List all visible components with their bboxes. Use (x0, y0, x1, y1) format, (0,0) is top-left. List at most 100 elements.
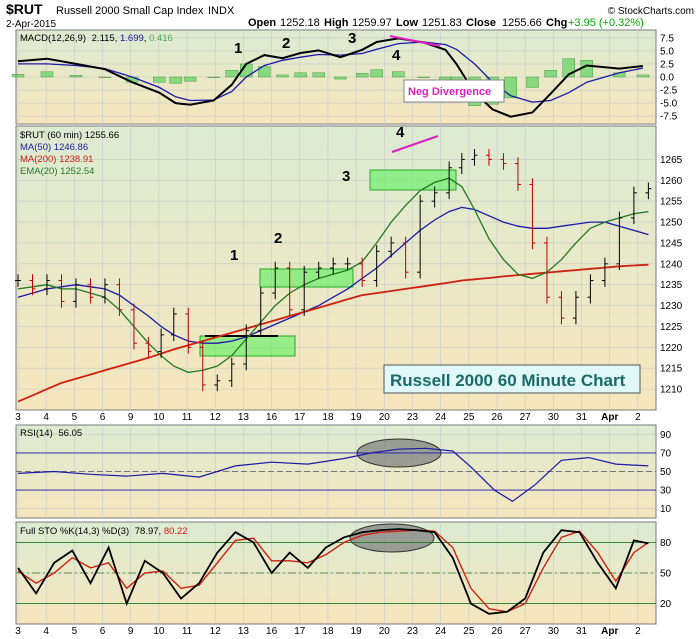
macd-legend-signal: 1.699 (120, 33, 144, 44)
price-label-4: 4 (396, 124, 405, 141)
chg-value: +3.95 (+0.32%) (568, 17, 644, 29)
price-tick-label: 1260 (660, 176, 683, 187)
macd-label-2: 2 (282, 35, 290, 52)
x-tick-label: 5 (72, 626, 78, 637)
rsi-tick-label: 30 (660, 486, 672, 497)
x-tick-label: 9 (128, 626, 134, 637)
x-tick-label: 12 (210, 626, 222, 637)
ema20-legend: EMA(20) 1252.54 (20, 166, 94, 177)
x-tick-label: 4 (43, 412, 49, 423)
open-label: Open (248, 17, 276, 29)
macd-legend: MACD(12,26,9) 2.115, 1.699, 0.416 (20, 33, 173, 44)
x-tick-label: 3 (15, 412, 21, 423)
sto-legend: Full STO %K(14,3) %D(3) 78.97, 80.22 (20, 526, 188, 537)
macd-histogram-bar (370, 69, 383, 78)
macd-tick-label: 0.0 (660, 73, 674, 84)
x-tick-label: 24 (435, 412, 447, 423)
low-value: 1251.83 (422, 17, 462, 29)
macd-label-1: 1 (234, 40, 242, 57)
x-tick-label: 16 (266, 412, 278, 423)
macd-divergence-line (389, 35, 441, 47)
x-tick-label: 31 (576, 412, 588, 423)
sto-highlight-ellipse (349, 523, 435, 553)
macd-histogram-bar (40, 71, 54, 78)
x-tick-label: 13 (238, 412, 250, 423)
x-tick-label: 20 (379, 626, 391, 637)
macd-histogram-bar (544, 70, 557, 78)
x-tick-label: 6 (100, 626, 106, 637)
x-tick-label: 16 (266, 626, 278, 637)
chg-label: Chg (546, 17, 567, 29)
chart-date: 2-Apr-2015 (6, 19, 56, 30)
symbol: $RUT (6, 1, 43, 17)
price-tick-label: 1235 (660, 280, 683, 291)
macd-tick-label: -2.5 (660, 86, 678, 97)
x-tick-label: 30 (548, 626, 560, 637)
x-tick-label: 25 (463, 412, 475, 423)
macd-tick-label: -5.0 (660, 99, 678, 110)
x-tick-label: 24 (435, 626, 447, 637)
neg-divergence-label: Neg Divergence (408, 86, 491, 98)
series-ma50 (17, 206, 649, 344)
x-tick-label: 3 (15, 626, 21, 637)
x-tick-label: 27 (520, 626, 532, 637)
macd-histogram-bar (294, 72, 307, 78)
rsi-legend-value: 56.05 (58, 428, 82, 439)
price-label-3: 3 (342, 168, 350, 185)
macd-histogram-bar (258, 66, 271, 78)
rsi-tick-label: 90 (660, 430, 672, 441)
support-zone-1 (199, 335, 296, 357)
series-layer (11, 37, 656, 615)
macd-line (17, 37, 644, 118)
macd-histogram-bar (98, 76, 112, 78)
x-tick-label: 13 (238, 626, 250, 637)
annotations: 1 2 3 4 Neg Divergence 1 2 3 4 Russell 2… (230, 30, 641, 394)
macd-histogram-bar (355, 73, 369, 78)
macd-histogram-bar (636, 74, 650, 78)
sto-legend-d: 80.22 (164, 526, 188, 537)
macd-label-4: 4 (392, 47, 401, 64)
macd-histogram-bar (417, 76, 430, 78)
price-tick-label: 1240 (660, 259, 683, 270)
x-tick-label: 2 (635, 412, 641, 423)
price-tick-label: 1255 (660, 197, 683, 208)
neg-divergence-box (403, 79, 505, 103)
support-zone-3 (369, 169, 457, 191)
series-ma200 (17, 263, 649, 403)
price-panel (15, 125, 657, 411)
macd-tick-label: 5.0 (660, 46, 674, 57)
macd-legend-sep: , (115, 33, 120, 44)
price-tick-label: 1230 (660, 301, 683, 312)
index-name: Russell 2000 Small Cap Index (56, 5, 204, 17)
macd-histogram-bar (207, 76, 220, 78)
macd-signal-line (18, 41, 644, 103)
rsi-tick-label: 50 (660, 467, 672, 478)
x-tick-label: 18 (322, 626, 334, 637)
price-label-1: 1 (230, 247, 238, 264)
ma200-legend: MA(200) 1238.91 (20, 154, 93, 165)
macd-histogram-bar (276, 74, 289, 78)
x-tick-label: 17 (294, 412, 306, 423)
x-tick-label: 19 (351, 626, 363, 637)
sto-legend-k: 78.97 (135, 526, 159, 537)
macd-histogram-bar (183, 76, 197, 82)
price-label-2: 2 (274, 230, 282, 247)
axis-ticks: 3344556699101011111212131316161717181819… (15, 33, 682, 637)
legends: MACD(12,26,9) 2.115, 1.699, 0.416 $RUT (… (20, 33, 188, 537)
macd-histogram-bar (11, 74, 25, 78)
macd-histogram-bar (312, 72, 325, 78)
low-label: Low (396, 17, 418, 29)
close-value: 1255.66 (502, 17, 542, 29)
close-label: Close (466, 17, 496, 29)
x-tick-label: 19 (351, 412, 363, 423)
chart-caption: Russell 2000 60 Minute Chart (390, 371, 626, 390)
rsi-tick-label: 10 (660, 504, 672, 515)
x-tick-label: 12 (210, 412, 222, 423)
chart-header: $RUT Russell 2000 Small Cap Index INDX 2… (6, 1, 694, 30)
x-tick-label: 25 (463, 626, 475, 637)
chart-caption-box (383, 364, 641, 394)
macd-label-3: 3 (348, 30, 356, 47)
price-tick-label: 1225 (660, 322, 683, 333)
open-value: 1252.18 (280, 17, 320, 29)
support-zone-2 (259, 268, 354, 288)
